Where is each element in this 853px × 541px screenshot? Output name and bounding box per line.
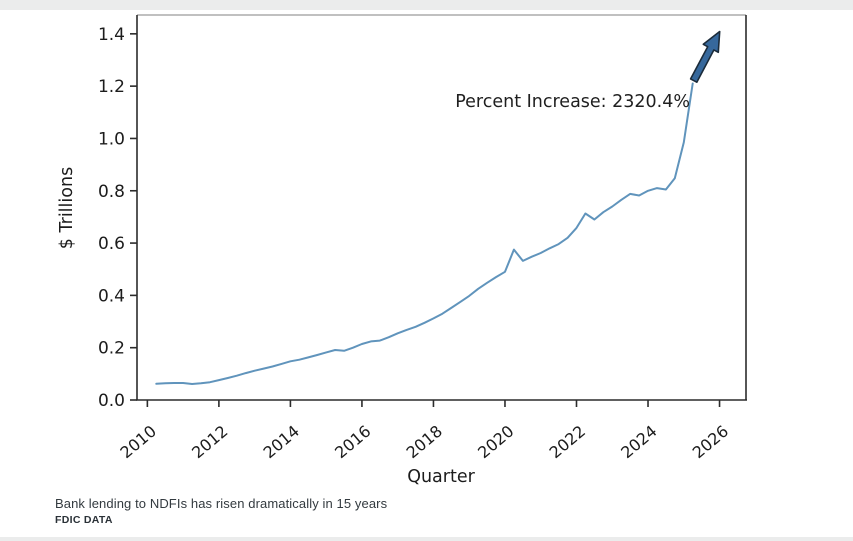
x-tick-label: 2014 (260, 422, 303, 463)
y-axis-ticks: 0.0 0.2 0.4 0.6 0.8 1.0 1.2 1.4 (98, 25, 137, 411)
page-top-border (0, 0, 853, 10)
x-tick-label: 2020 (474, 422, 517, 463)
y-tick-label: 0.2 (98, 339, 125, 359)
upward-trend-arrow-icon (689, 30, 721, 83)
data-source-label: FDIC DATA (55, 514, 113, 526)
lending-line-series (155, 82, 694, 385)
percent-increase-annotation: Percent Increase: 2320.4% (455, 92, 690, 112)
figure-caption: Bank lending to NDFIs has risen dramatic… (55, 496, 388, 511)
x-tick-label: 2022 (546, 422, 589, 463)
x-tick-label: 2012 (188, 422, 231, 463)
x-tick-label: 2026 (689, 422, 732, 463)
y-tick-label: 1.0 (98, 129, 125, 149)
x-tick-label: 2018 (403, 422, 446, 463)
y-tick-label: 0.8 (98, 182, 125, 202)
y-tick-label: 0.6 (98, 234, 125, 254)
x-tick-label: 2024 (617, 422, 660, 463)
y-tick-label: 1.4 (98, 25, 125, 45)
page-bottom-border (0, 537, 853, 541)
y-tick-label: 1.2 (98, 77, 125, 97)
y-tick-label: 0.0 (98, 391, 125, 411)
y-tick-label: 0.4 (98, 286, 125, 306)
y-axis-title: $ Trillions (57, 167, 77, 249)
x-tick-label: 2016 (331, 422, 374, 463)
x-axis-ticks: 2010 2012 2014 2016 2018 2020 2022 2024 2026 (117, 400, 732, 463)
x-tick-label: 2010 (117, 422, 160, 463)
x-axis-title: Quarter (407, 467, 475, 487)
